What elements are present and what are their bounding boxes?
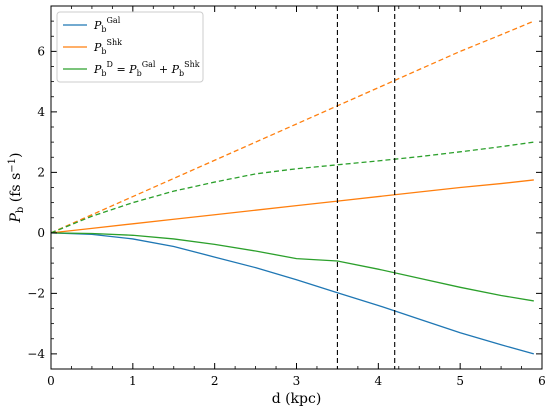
series-line-shk <box>50 179 534 234</box>
series-line-total <box>50 232 534 302</box>
x-tick-label: 1 <box>129 374 137 388</box>
y-axis-label-unit: (fs s <box>8 173 24 207</box>
x-tick-label: 3 <box>293 374 301 388</box>
legend-entry-gal: PbGal <box>93 16 121 34</box>
legend: PbGal PbShk PbD = PbGal + PbShk <box>56 11 204 83</box>
series-line-shk_dashed <box>50 20 535 234</box>
series-line-total_dashed <box>50 141 534 234</box>
y-tick-label: −4 <box>27 347 45 361</box>
legend-entry-total: PbD = PbGal + PbShk <box>93 60 200 78</box>
series-line-gal <box>50 232 534 355</box>
y-axis-label-unit-exponent: −1 <box>7 158 18 173</box>
legend-shk-sub: b <box>101 47 106 56</box>
legend-entry-shk: PbShk <box>93 38 122 56</box>
vertical-reference-lines <box>336 6 396 369</box>
x-tick-label: 5 <box>456 374 464 388</box>
legend-gal-sup: Gal <box>107 16 121 25</box>
x-tick-label: 6 <box>538 374 546 388</box>
series-lines <box>50 20 535 355</box>
y-axis-label: Pb (fs s−1) <box>7 153 26 224</box>
x-tick-label: 0 <box>47 374 55 388</box>
y-tick-label: 4 <box>37 105 45 119</box>
axis-ticks: 0 1 2 3 4 5 6 −4 −2 0 2 4 6 <box>27 5 546 388</box>
legend-total-term2-sup: Shk <box>184 60 200 69</box>
y-axis-label-subscript: b <box>15 207 26 213</box>
x-tick-label: 2 <box>211 374 219 388</box>
legend-total-sup: D <box>107 60 113 69</box>
legend-total-term1-sup: Gal <box>142 60 156 69</box>
legend-shk-sup: Shk <box>107 38 123 47</box>
y-tick-label: 6 <box>37 44 45 58</box>
legend-total-equals: = <box>113 63 129 76</box>
x-tick-label: 4 <box>375 374 383 388</box>
y-axis-label-unit-close: ) <box>8 153 24 158</box>
legend-box <box>56 11 204 83</box>
y-tick-label: 0 <box>37 226 45 240</box>
y-tick-label: −2 <box>27 286 45 300</box>
y-axis-label-symbol: P <box>8 212 24 223</box>
legend-total-plus: + <box>155 63 171 76</box>
legend-total-term1-sub: b <box>137 69 142 78</box>
legend-gal-sub: b <box>101 25 106 34</box>
legend-total-term2-sub: b <box>179 69 184 78</box>
y-tick-label: 2 <box>37 165 45 179</box>
legend-total-sub: b <box>101 69 106 78</box>
x-axis-label: d (kpc) <box>272 391 322 407</box>
